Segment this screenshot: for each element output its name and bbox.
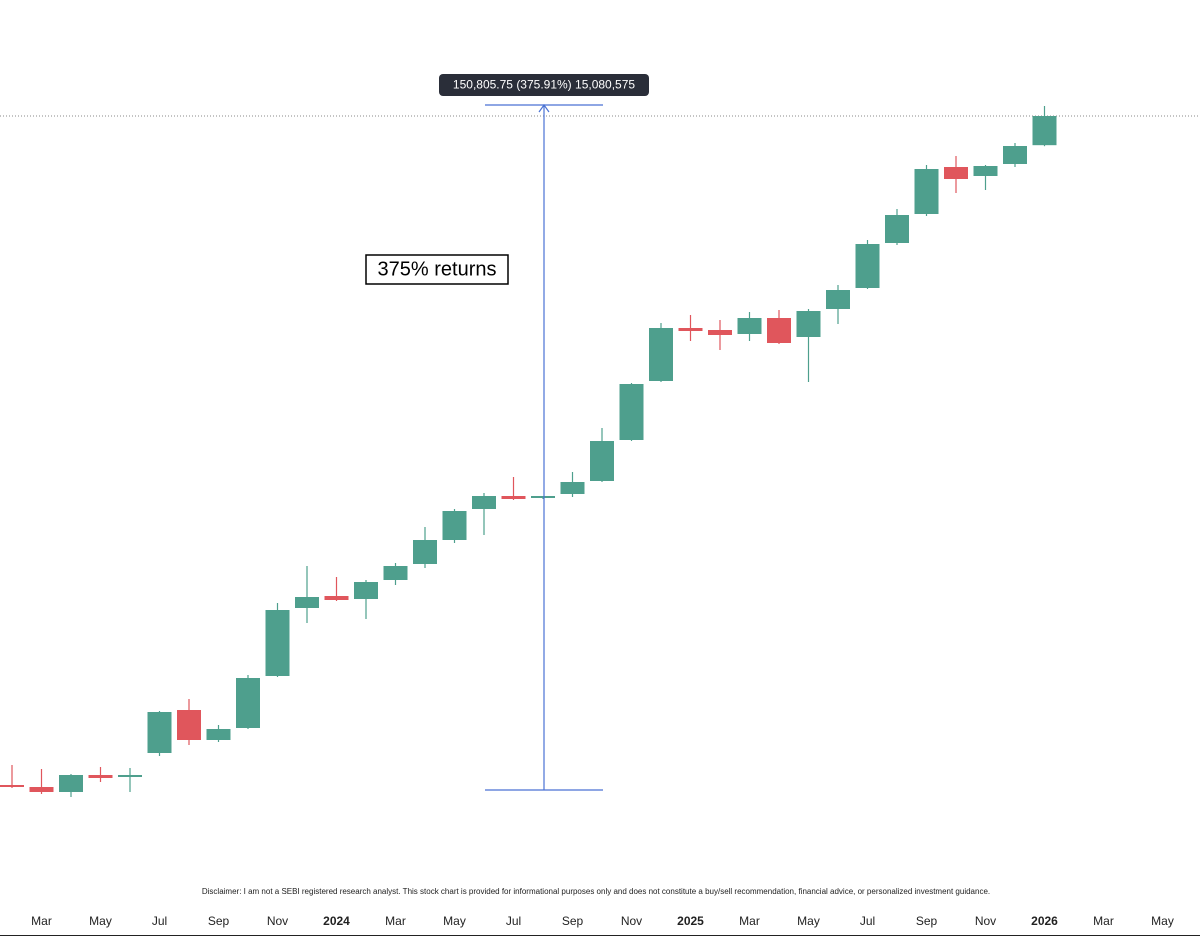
candle-body (413, 540, 437, 564)
x-tick-label: Jul (506, 914, 521, 928)
candle-body (708, 330, 732, 335)
candle-body (737, 318, 762, 334)
candle-body (265, 610, 290, 676)
x-tick-label: Sep (562, 914, 584, 928)
x-tick-label: May (89, 914, 112, 928)
annotation: 375% returns (378, 258, 497, 280)
x-tick-label: May (443, 914, 466, 928)
candle-body (472, 496, 496, 509)
candle-body (885, 215, 909, 243)
x-tick-label: Sep (916, 914, 938, 928)
x-tick-label: Nov (621, 914, 642, 928)
candle-body (1003, 146, 1027, 164)
candle-body (295, 597, 319, 608)
annotation-box (365, 254, 509, 285)
candle-body (973, 166, 998, 176)
x-tick-label: May (1151, 914, 1174, 928)
candle-body (29, 787, 54, 792)
candle-body (796, 311, 821, 337)
candle-body (678, 328, 703, 331)
candle-body (914, 169, 939, 214)
candle-body (649, 328, 673, 381)
candle-body (826, 290, 850, 309)
x-tick-label: 2024 (323, 914, 350, 928)
candle-body (236, 678, 260, 728)
measure-label: 150,805.75 (375.91%) 15,080,575 (453, 78, 635, 92)
footnote: Disclaimer: I am not a SEBI registered r… (202, 887, 990, 896)
candle-body (147, 712, 172, 753)
candle-body (88, 775, 113, 778)
x-tick-label: Jul (860, 914, 875, 928)
candle-body (531, 496, 555, 498)
candle-body (619, 384, 644, 440)
candle-body (767, 318, 791, 343)
measure-tooltip (439, 74, 649, 96)
candle-body (501, 496, 526, 499)
x-tick-label: Nov (975, 914, 996, 928)
measure-arrow (538, 103, 550, 113)
x-tick-label: Nov (267, 914, 288, 928)
candle-body (206, 729, 231, 740)
candle-body (855, 244, 880, 288)
x-tick-label: 2026 (1031, 914, 1058, 928)
candle-body (324, 596, 349, 600)
candle-body (0, 785, 24, 787)
x-tick-label: 2025 (677, 914, 704, 928)
x-tick-label: Mar (1093, 914, 1114, 928)
candle-body (383, 566, 408, 580)
x-tick-label: Mar (739, 914, 760, 928)
x-tick-label: Mar (31, 914, 52, 928)
x-tick-label: Sep (208, 914, 230, 928)
candle-body (560, 482, 585, 494)
candle-body (1032, 116, 1057, 146)
x-tick-label: Mar (385, 914, 406, 928)
candle-body (59, 775, 83, 792)
candle-body (590, 441, 614, 481)
candle-body (118, 775, 142, 777)
candle-body (177, 710, 201, 740)
candle-body (944, 167, 968, 179)
candle-body (442, 511, 467, 540)
candle-body (354, 582, 378, 599)
x-tick-label: May (797, 914, 820, 928)
x-tick-label: Jul (152, 914, 167, 928)
